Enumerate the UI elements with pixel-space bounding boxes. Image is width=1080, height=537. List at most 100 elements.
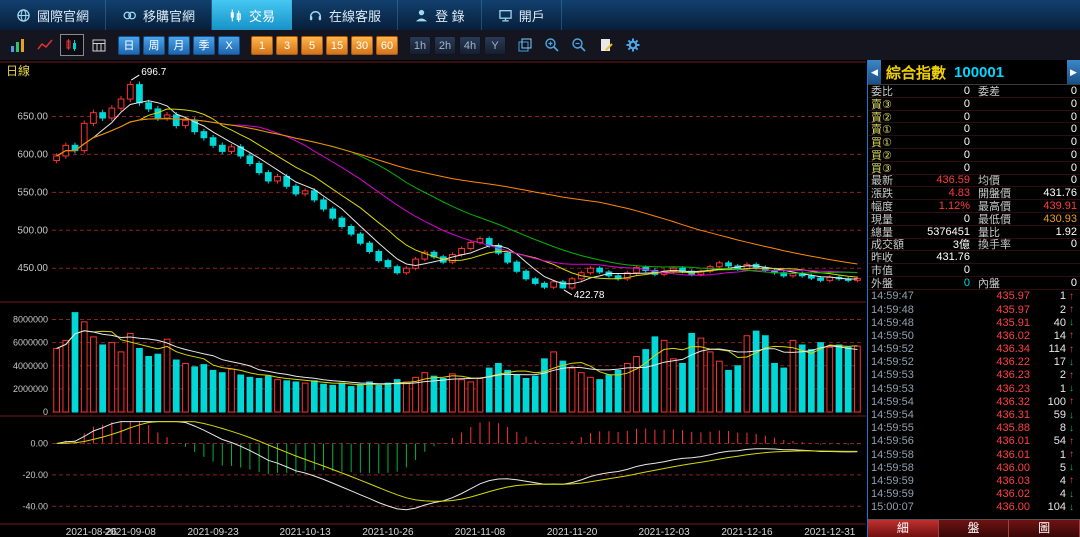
- quote-cell: 430.93: [1043, 212, 1077, 225]
- quote-tab-細[interactable]: 細: [868, 520, 939, 537]
- up-arrow-icon: ↑: [1069, 290, 1074, 302]
- overlay-icon[interactable]: [513, 34, 537, 56]
- calendar-icon[interactable]: [87, 34, 111, 56]
- hour-button-4h[interactable]: 4h: [459, 35, 481, 55]
- quote-info-row: 總量 5376451 量比 1.92: [868, 226, 1080, 239]
- tick-row: 15:00:07 436.00 104 ↓: [868, 501, 1080, 514]
- down-arrow-icon: ↓: [1069, 488, 1074, 500]
- period-button-月[interactable]: 月: [168, 35, 190, 55]
- candlestick-mode-icon[interactable]: [60, 34, 84, 56]
- time-and-sales-list[interactable]: 14:59:47 435.97 1 ↑ 14:59:48 435.97 2 ↑ 14:59:48…: [868, 290, 1080, 519]
- tick-row: 14:59:59 436.02 4 ↓: [868, 488, 1080, 501]
- quote-cell: 市值: [871, 265, 893, 278]
- quote-cell: 4.83: [948, 187, 970, 200]
- quote-cell: 外盤: [871, 277, 893, 290]
- zoom-out-icon[interactable]: [567, 34, 591, 56]
- quote-cell: 0: [1070, 161, 1077, 174]
- hour-button-2h[interactable]: 2h: [434, 35, 456, 55]
- quote-cell: 0: [963, 264, 970, 277]
- quote-header: ◀ 綜合指數 100001 ▶: [868, 60, 1080, 85]
- volume-axis-label: 4000000: [13, 361, 48, 371]
- period-button-周[interactable]: 周: [143, 35, 165, 55]
- volume-axis-label: 0: [43, 407, 48, 417]
- up-arrow-icon: ↑: [1069, 304, 1074, 316]
- up-arrow-icon: ↑: [1069, 330, 1074, 342]
- quote-tab-圖[interactable]: 圖: [1009, 520, 1080, 537]
- quote-cell: 0: [963, 212, 970, 225]
- symbol-code: 100001: [954, 63, 1005, 81]
- candlestick-chart[interactable]: 650.00 600.00 550.00 500.00 450.00 8000000 600…: [0, 60, 867, 537]
- hour-button-1h[interactable]: 1h: [409, 35, 431, 55]
- quote-bottom-tabs: 細盤圖: [868, 519, 1080, 537]
- quote-cell: 1.92: [1055, 225, 1077, 238]
- quote-info-row: 外盤 0 內盤 0: [868, 277, 1080, 290]
- nav-tab-login[interactable]: 登 錄: [398, 0, 482, 30]
- up-arrow-icon: ↑: [1069, 369, 1074, 381]
- prev-symbol-button[interactable]: ◀: [868, 60, 881, 84]
- quote-panel: ◀ 綜合指數 100001 ▶ 委比 0 委差 0 賣③ 0 0 賣② 0 0 賣① 0 0 買① 0 0 買②…: [867, 60, 1080, 537]
- quote-info-table: 委比 0 委差 0 賣③ 0 0 賣② 0 0 賣① 0 0 買① 0 0 買② 0 0 買③ 0 0 最新 436.59 均價…: [868, 85, 1080, 290]
- interval-button-30[interactable]: 30: [351, 35, 373, 55]
- period-button-X[interactable]: X: [218, 35, 240, 55]
- quote-tab-盤[interactable]: 盤: [938, 520, 1010, 537]
- tick-row: 14:59:54 436.31 59 ↓: [868, 408, 1080, 421]
- quote-cell: 賣③: [871, 98, 892, 111]
- interval-button-5[interactable]: 5: [301, 35, 323, 55]
- up-arrow-icon: ↑: [1069, 343, 1074, 355]
- period-button-季[interactable]: 季: [193, 35, 215, 55]
- quote-cell: 0: [963, 110, 970, 123]
- symbol-name: 綜合指數: [886, 64, 947, 82]
- top-navigation: 國際官網 移購官網 交易 在線客服: [0, 0, 1080, 30]
- quote-cell: 0: [1070, 174, 1077, 187]
- nav-tab-mobile-site[interactable]: 移購官網: [106, 0, 213, 30]
- interval-button-15[interactable]: 15: [326, 35, 348, 55]
- macd-axis-label: -40.00: [22, 501, 48, 511]
- interval-button-3[interactable]: 3: [276, 35, 298, 55]
- volume-axis-label: 8000000: [13, 315, 48, 325]
- chart-area[interactable]: 650.00 600.00 550.00 500.00 450.00 8000000 600…: [0, 60, 867, 537]
- line-chart-icon[interactable]: [33, 34, 57, 56]
- volume-axis-label: 6000000: [13, 338, 48, 348]
- next-symbol-button[interactable]: ▶: [1067, 60, 1080, 84]
- nav-tab-trade[interactable]: 交易: [212, 0, 293, 30]
- bar-chart-icon[interactable]: [6, 34, 30, 56]
- quote-cell: 0: [963, 136, 970, 149]
- edit-icon[interactable]: [594, 34, 618, 56]
- x-axis-date-label: 2021-12-16: [721, 527, 773, 537]
- price-axis-label: 450.00: [17, 263, 48, 274]
- quote-cell: 0: [1070, 136, 1077, 149]
- headset-icon: [309, 10, 322, 20]
- quote-cell: 3億: [952, 239, 970, 252]
- x-axis-date-label: 2021-09-08: [105, 527, 157, 537]
- quote-cell: 現量: [871, 213, 893, 226]
- period-button-日[interactable]: 日: [118, 35, 140, 55]
- interval-button-1[interactable]: 1: [251, 35, 273, 55]
- quote-cell: 0: [1070, 148, 1077, 161]
- monitor-icon: [498, 9, 512, 21]
- nav-tab-online-support[interactable]: 在線客服: [292, 0, 399, 30]
- down-arrow-icon: ↓: [1069, 462, 1074, 474]
- nav-tab-international-site[interactable]: 國際官網: [0, 0, 107, 30]
- quote-cell: 0: [963, 84, 970, 97]
- hour-button-Y[interactable]: Y: [484, 35, 506, 55]
- quote-info-row: 賣① 0 0: [868, 123, 1080, 136]
- settings-gear-icon[interactable]: [621, 34, 645, 56]
- quote-cell: 431.76: [1043, 187, 1077, 200]
- tick-row: 14:59:48 435.97 2 ↑: [868, 303, 1080, 316]
- volume-axis-label: 2000000: [13, 384, 48, 394]
- quote-info-row: 最新 436.59 均價 0: [868, 174, 1080, 187]
- quote-cell: 漲跌: [871, 188, 893, 201]
- tick-row: 14:59:52 436.22 17 ↓: [868, 356, 1080, 369]
- quote-info-row: 幅度 1.12% 最高價 439.91: [868, 200, 1080, 213]
- quote-info-row: 買② 0 0: [868, 149, 1080, 162]
- zoom-in-icon[interactable]: [540, 34, 564, 56]
- tick-row: 14:59:56 436.01 54 ↑: [868, 435, 1080, 448]
- quote-cell: 幅度: [871, 201, 893, 214]
- interval-button-60[interactable]: 60: [376, 35, 398, 55]
- price-axis-label: 650.00: [17, 111, 48, 122]
- nav-tab-label: 交易: [249, 8, 276, 24]
- nav-tab-open-account[interactable]: 開戶: [482, 0, 562, 30]
- tick-row: 14:59:53 436.23 1 ↓: [868, 382, 1080, 395]
- quote-info-row: 成交額 3億 換手率 0: [868, 238, 1080, 252]
- quote-info-row: 漲跌 4.83 開盤價 431.76: [868, 187, 1080, 200]
